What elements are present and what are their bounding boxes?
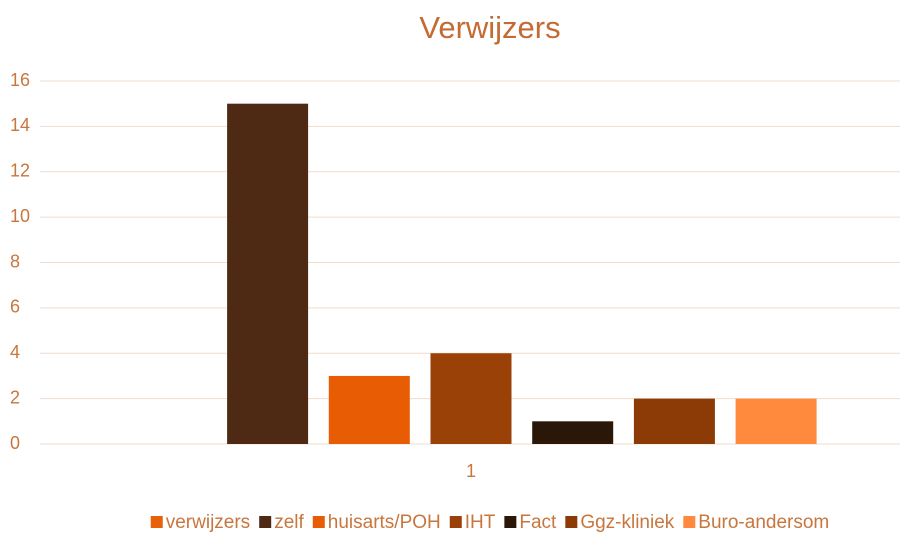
- y-tick-label: 16: [10, 70, 30, 90]
- bar: [633, 398, 715, 444]
- y-tick-label: 14: [10, 115, 30, 135]
- legend-label: huisarts/POH: [328, 512, 441, 533]
- legend-label: Buro-andersom: [698, 512, 829, 533]
- y-tick-label: 10: [10, 206, 30, 226]
- bar: [328, 375, 410, 444]
- x-tick-label: 1: [466, 461, 476, 481]
- y-tick-label: 0: [10, 433, 20, 453]
- bar: [532, 421, 614, 444]
- legend-swatch: [312, 516, 325, 528]
- chart-title: Verwijzers: [419, 10, 560, 45]
- y-tick-label: 6: [10, 297, 20, 317]
- legend-label: verwijzers: [166, 512, 250, 533]
- y-tick-label: 4: [10, 342, 20, 362]
- legend-swatch: [683, 516, 696, 528]
- legend-swatch: [565, 516, 578, 528]
- legend-label: zelf: [274, 512, 304, 533]
- legend-label: Fact: [519, 512, 557, 533]
- legend-swatch: [150, 516, 163, 528]
- legend-swatch: [449, 516, 462, 528]
- bar: [227, 103, 309, 444]
- legend-label: IHT: [465, 512, 496, 533]
- y-tick-label: 8: [10, 251, 20, 271]
- legend-swatch: [504, 516, 517, 528]
- y-tick-label: 12: [10, 161, 30, 181]
- legend-label: Ggz-kliniek: [580, 512, 674, 533]
- legend-swatch: [259, 516, 272, 528]
- bar: [735, 398, 817, 444]
- bar: [430, 353, 512, 444]
- y-tick-label: 2: [10, 387, 20, 407]
